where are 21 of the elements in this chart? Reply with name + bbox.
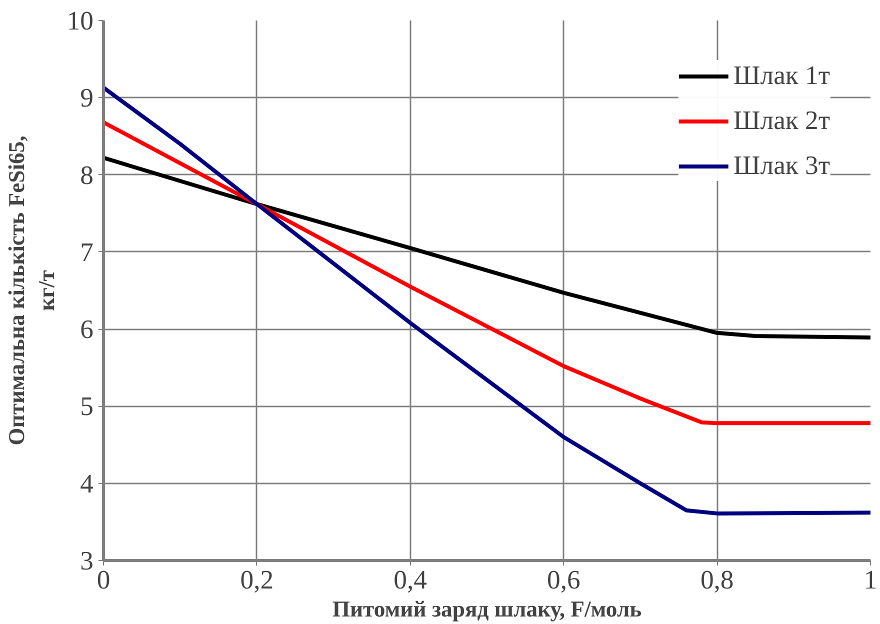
x-tick-label: 0,4 [394, 564, 427, 594]
legend-label: Шлак 2т [733, 105, 830, 136]
y-tick-label: 6 [80, 314, 94, 344]
x-tick-label: 0,6 [547, 564, 580, 594]
y-tick-label: 8 [80, 160, 94, 190]
y-tick-label: 3 [80, 546, 94, 576]
y-tick-label: 4 [80, 468, 94, 498]
x-tick-label: 1 [864, 564, 878, 594]
legend-label: Шлак 3т [733, 150, 830, 181]
line-series [104, 86, 870, 516]
x-tick-label: 0,2 [240, 564, 274, 594]
y-tick-label: 7 [80, 236, 94, 267]
x-tick-label: 0 [96, 564, 110, 594]
y-tick-label: 10 [66, 6, 94, 36]
y-tick-label: 5 [80, 391, 94, 422]
y-axis-title: Оптимальна кількість FeSi65, кг/т [4, 136, 59, 446]
x-tick-label: 0,8 [700, 564, 734, 594]
line-series [104, 156, 870, 340]
legend-label: Шлак 1т [733, 60, 830, 91]
x-axis-title: Питомий заряд шлаку, F/моль [332, 596, 642, 622]
y-tick-label: 9 [80, 82, 94, 113]
